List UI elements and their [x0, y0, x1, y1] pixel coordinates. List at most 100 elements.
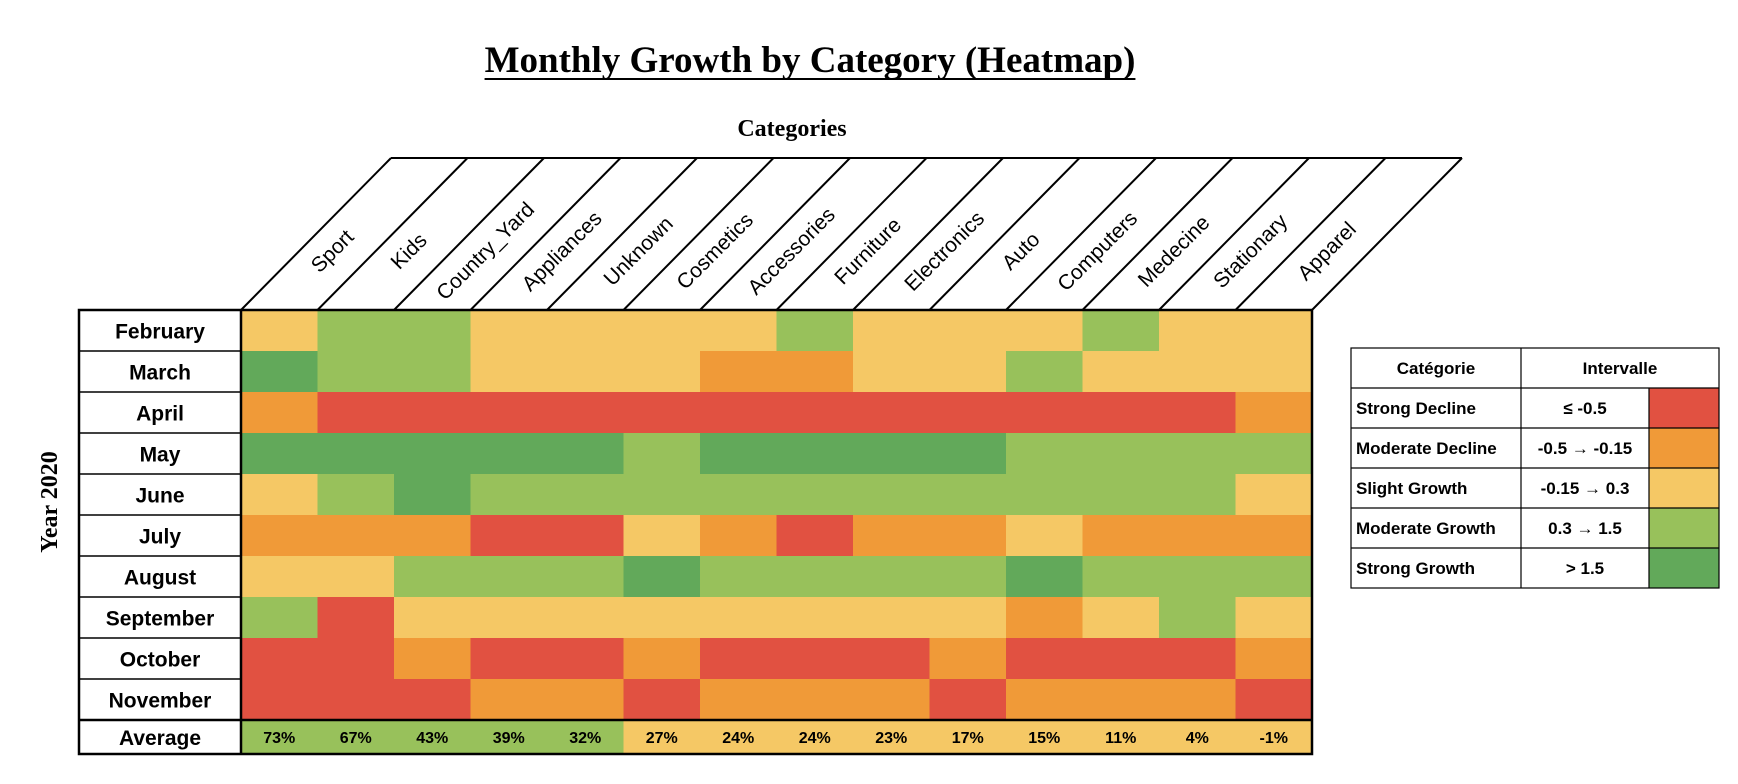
- legend-interval-strong-growth: > 1.5: [1566, 559, 1604, 578]
- cell-september-appliances: [470, 597, 548, 639]
- cell-november-furniture: [776, 679, 854, 721]
- header-divider: [775, 157, 928, 311]
- header-divider: [699, 157, 851, 311]
- row-label-april: April: [136, 403, 184, 426]
- cell-august-country-yard: [394, 556, 472, 598]
- cell-april-cosmetics: [623, 392, 701, 434]
- cell-february-stationary: [1159, 310, 1237, 352]
- cell-march-electronics: [853, 351, 931, 393]
- cell-october-furniture: [776, 638, 854, 680]
- cell-july-auto: [929, 515, 1007, 557]
- cell-september-computers: [1006, 597, 1084, 639]
- column-label-electronics: Electronics: [900, 207, 989, 296]
- cell-october-computers: [1006, 638, 1084, 680]
- cell-may-appliances: [470, 433, 548, 475]
- cell-march-sport: [241, 351, 319, 393]
- cell-june-apparel: [1235, 474, 1313, 516]
- cell-july-cosmetics: [623, 515, 701, 557]
- cell-november-cosmetics: [623, 679, 701, 721]
- cell-august-stationary: [1159, 556, 1237, 598]
- cell-april-auto: [929, 392, 1007, 434]
- cell-april-unknown: [547, 392, 625, 434]
- average-cell-computers: [1006, 720, 1084, 754]
- cell-march-apparel: [1235, 351, 1313, 393]
- cell-july-country-yard: [394, 515, 472, 557]
- column-header-group: Sport Kids Country_YardAppliancesUnknownCo…: [240, 157, 1463, 311]
- cell-november-accessories: [700, 679, 778, 721]
- cell-september-accessories: [700, 597, 778, 639]
- average-value-sport: 73%: [263, 730, 295, 747]
- cell-november-computers: [1006, 679, 1084, 721]
- column-label-apparel: Apparel: [1293, 218, 1360, 285]
- legend-label-moderate-decline: Moderate Decline: [1356, 439, 1497, 458]
- average-value-appliances: 39%: [493, 730, 525, 747]
- cell-february-apparel: [1235, 310, 1313, 352]
- average-cell-medecine: [1082, 720, 1160, 754]
- cell-september-medecine: [1082, 597, 1160, 639]
- header-divider: [1234, 157, 1387, 311]
- cell-july-apparel: [1235, 515, 1313, 557]
- cell-may-cosmetics: [623, 433, 701, 475]
- legend-swatch-moderate-decline: [1649, 428, 1719, 468]
- cell-october-country-yard: [394, 638, 472, 680]
- cell-november-kids: [317, 679, 395, 721]
- average-value-unknown: 32%: [569, 730, 601, 747]
- cell-november-electronics: [853, 679, 931, 721]
- table-outer-border: [77, 308, 1314, 756]
- average-value-cosmetics: 27%: [646, 730, 678, 747]
- column-label-stationary: Stationary: [1209, 209, 1292, 292]
- cell-may-country-yard: [394, 433, 472, 475]
- cell-august-unknown: [547, 556, 625, 598]
- cell-june-sport: [241, 474, 319, 516]
- cell-march-auto: [929, 351, 1007, 393]
- cell-november-apparel: [1235, 679, 1313, 721]
- cell-september-furniture: [776, 597, 854, 639]
- cell-february-appliances: [470, 310, 548, 352]
- cell-february-furniture: [776, 310, 854, 352]
- cell-may-electronics: [853, 433, 931, 475]
- table-borders: [77, 308, 1314, 756]
- cell-july-electronics: [853, 515, 931, 557]
- cell-april-medecine: [1082, 392, 1160, 434]
- row-label-february: February: [115, 321, 205, 344]
- cell-june-auto: [929, 474, 1007, 516]
- header-divider: [622, 157, 775, 311]
- row-label-october: October: [120, 649, 201, 672]
- cell-march-appliances: [470, 351, 548, 393]
- cell-august-cosmetics: [623, 556, 701, 598]
- average-cell-apparel: [1235, 720, 1313, 754]
- cell-may-accessories: [700, 433, 778, 475]
- cell-april-country-yard: [394, 392, 472, 434]
- header-divider: [1081, 157, 1234, 311]
- cell-september-electronics: [853, 597, 931, 639]
- cell-april-computers: [1006, 392, 1084, 434]
- row-label-september: September: [106, 608, 215, 631]
- header-divider: [316, 157, 469, 311]
- cell-september-apparel: [1235, 597, 1313, 639]
- cell-february-unknown: [547, 310, 625, 352]
- column-label-unknown: Unknown: [600, 212, 678, 290]
- cell-april-kids: [317, 392, 395, 434]
- header-divider: [1158, 157, 1310, 311]
- cell-october-cosmetics: [623, 638, 701, 680]
- column-label-sport: Sport: [307, 225, 359, 277]
- cell-february-computers: [1006, 310, 1084, 352]
- legend-swatch-strong-decline: [1649, 388, 1719, 428]
- cell-april-appliances: [470, 392, 548, 434]
- header-divider: [1311, 157, 1463, 311]
- cell-july-sport: [241, 515, 319, 557]
- legend-swatch-strong-growth: [1649, 548, 1719, 588]
- average-value-apparel: -1%: [1260, 730, 1288, 747]
- header-divider: [393, 157, 545, 311]
- cell-september-cosmetics: [623, 597, 701, 639]
- cell-february-kids: [317, 310, 395, 352]
- cell-november-sport: [241, 679, 319, 721]
- average-cell-kids: [317, 720, 395, 754]
- row-label-march: March: [129, 362, 191, 385]
- cell-may-furniture: [776, 433, 854, 475]
- cell-july-kids: [317, 515, 395, 557]
- cell-july-appliances: [470, 515, 548, 557]
- cell-november-medecine: [1082, 679, 1160, 721]
- average-cell-auto: [929, 720, 1007, 754]
- average-value-computers: 15%: [1028, 730, 1060, 747]
